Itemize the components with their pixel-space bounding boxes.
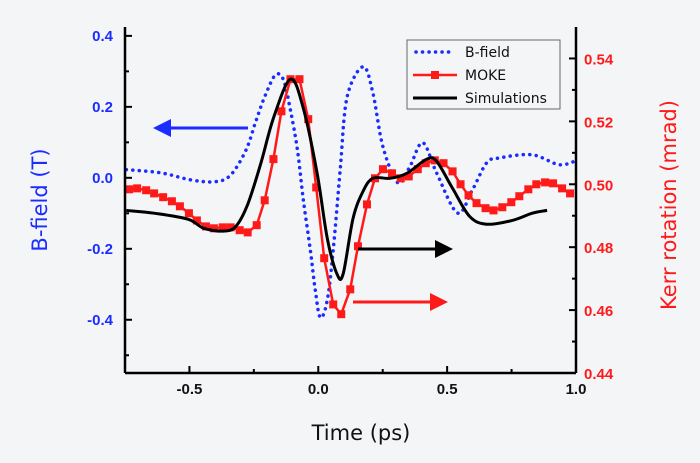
moke-data-point [507, 198, 516, 207]
moke-data-point [201, 222, 210, 231]
x-tick-label: -0.5 [176, 381, 202, 398]
moke-data-point [184, 209, 193, 218]
right-y-axis-title: Kerr rotation (mrad) [657, 100, 681, 310]
ticks-layer: -0.5 0.0 0.5 1.0 0.4 0.2 0.0 -0.2 -0.4 0.54 0.52 0.… [87, 28, 614, 398]
moke-data-point [175, 202, 184, 211]
moke-data-point [362, 200, 371, 209]
x-axis-title: Time (ps) [311, 421, 411, 445]
moke-data-point [489, 206, 498, 215]
moke-data-point [353, 242, 362, 251]
moke-data-point [133, 184, 142, 193]
left-y-tick-label: 0.4 [92, 28, 114, 45]
left-y-tick-label: -0.2 [87, 241, 113, 258]
moke-data-point [549, 179, 558, 188]
axes-layer [123, 27, 578, 375]
left-y-tick-label: 0.2 [92, 99, 113, 116]
moke-data-point [269, 155, 278, 164]
left-y-tick-label: 0.0 [92, 170, 113, 187]
moke-data-point [515, 192, 524, 201]
moke-data-point [304, 115, 313, 124]
right-y-tick-label: 0.48 [584, 240, 613, 257]
right-y-tick-label: 0.44 [584, 366, 614, 383]
moke-data-point [167, 197, 176, 206]
moke-data-point [566, 189, 575, 198]
series-moke-line [128, 77, 571, 316]
x-tick-label: 0.0 [308, 381, 329, 398]
series-simulations-line [126, 77, 548, 281]
series-layer [124, 64, 578, 320]
right-y-tick-label: 0.54 [584, 51, 614, 68]
left-y-axis-title: B-field (T) [28, 148, 52, 251]
moke-data-point [150, 189, 159, 198]
moke-data-point [192, 216, 201, 225]
moke-data-point [346, 285, 355, 294]
moke-data-point [218, 223, 227, 232]
moke-data-point [159, 193, 168, 202]
right-y-tick-label: 0.50 [584, 177, 613, 194]
right-y-tick-label: 0.52 [584, 114, 613, 131]
legend: B-field MOKE Simulations [406, 39, 561, 110]
moke-data-point [439, 159, 448, 168]
moke-data-point [524, 185, 533, 194]
moke-data-point [378, 165, 387, 174]
moke-data-point [481, 204, 490, 213]
right-y-tick-label: 0.46 [584, 303, 613, 320]
moke-data-point [243, 228, 252, 237]
x-tick-label: 1.0 [566, 381, 587, 398]
left-y-tick-label: -0.4 [87, 312, 114, 329]
moke-data-point [387, 169, 396, 178]
legend-label-sim: Simulations [465, 91, 547, 107]
moke-data-point [472, 199, 481, 208]
moke-data-point [532, 180, 541, 189]
moke-data-point [404, 172, 413, 181]
moke-data-point [252, 221, 261, 230]
moke-data-point [209, 224, 218, 233]
moke-data-point [456, 180, 465, 189]
legend-label-moke: MOKE [465, 68, 506, 84]
moke-data-point [295, 75, 304, 84]
moke-data-point [541, 178, 550, 187]
moke-data-point [413, 165, 422, 174]
moke-data-point [421, 159, 430, 168]
moke-data-point [464, 191, 473, 200]
x-tick-label: 0.5 [437, 381, 458, 398]
moke-data-point [142, 186, 151, 195]
moke-data-point [337, 310, 346, 319]
legend-marker-moke [431, 71, 439, 79]
moke-data-point [558, 184, 567, 193]
moke-data-point [320, 254, 329, 263]
moke-data-point [125, 185, 134, 194]
moke-data-point [235, 226, 244, 235]
moke-data-point [260, 196, 269, 205]
moke-data-point [396, 174, 405, 183]
moke-data-point [312, 183, 321, 192]
moke-data-point [329, 300, 338, 309]
moke-data-point [498, 203, 507, 212]
moke-data-point [226, 223, 235, 232]
moke-data-point [448, 167, 457, 176]
moke-data-point [277, 107, 286, 116]
legend-label-bfield: B-field [465, 45, 510, 61]
